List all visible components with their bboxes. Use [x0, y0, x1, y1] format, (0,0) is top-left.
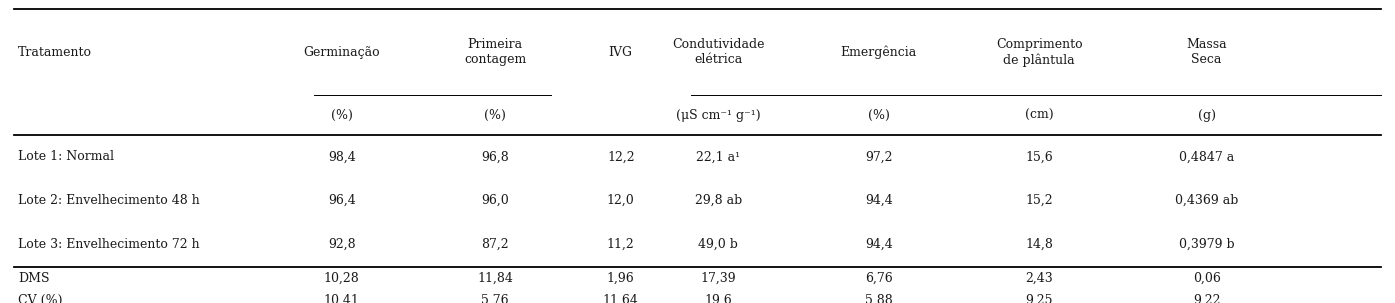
Text: Lote 2: Envelhecimento 48 h: Lote 2: Envelhecimento 48 h: [18, 194, 199, 207]
Text: 0,4369 ab: 0,4369 ab: [1175, 194, 1239, 207]
Text: Tratamento: Tratamento: [18, 46, 92, 59]
Text: 6,76: 6,76: [865, 271, 893, 285]
Text: (g): (g): [1198, 109, 1215, 122]
Text: 15,2: 15,2: [1025, 194, 1053, 207]
Text: 87,2: 87,2: [481, 238, 509, 251]
Text: Lote 3: Envelhecimento 72 h: Lote 3: Envelhecimento 72 h: [18, 238, 199, 251]
Text: 96,8: 96,8: [481, 150, 509, 163]
Text: (%): (%): [331, 109, 353, 122]
Text: 12,0: 12,0: [607, 194, 635, 207]
Text: 5,76: 5,76: [481, 294, 509, 303]
Text: 10,41: 10,41: [324, 294, 360, 303]
Text: (μS cm⁻¹ g⁻¹): (μS cm⁻¹ g⁻¹): [677, 109, 760, 122]
Text: (%): (%): [484, 109, 506, 122]
Text: 94,4: 94,4: [865, 194, 893, 207]
Text: Primeira
contagem: Primeira contagem: [465, 38, 526, 66]
Text: Germinação: Germinação: [304, 46, 379, 59]
Text: 15,6: 15,6: [1025, 150, 1053, 163]
Text: 9,25: 9,25: [1025, 294, 1053, 303]
Text: 0,4847 a: 0,4847 a: [1179, 150, 1235, 163]
Text: 96,0: 96,0: [481, 194, 509, 207]
Text: Massa
Seca: Massa Seca: [1186, 38, 1228, 66]
Text: 92,8: 92,8: [328, 238, 356, 251]
Text: 12,2: 12,2: [607, 150, 635, 163]
Text: 5,88: 5,88: [865, 294, 893, 303]
Text: 49,0 b: 49,0 b: [699, 238, 738, 251]
Text: 1,96: 1,96: [607, 271, 635, 285]
Text: 14,8: 14,8: [1025, 238, 1053, 251]
Text: Condutividade
elétrica: Condutividade elétrica: [672, 38, 764, 66]
Text: 22,1 a¹: 22,1 a¹: [696, 150, 741, 163]
Text: (cm): (cm): [1025, 109, 1053, 122]
Text: CV (%): CV (%): [18, 294, 63, 303]
Text: 2,43: 2,43: [1025, 271, 1053, 285]
Text: 0,06: 0,06: [1193, 271, 1221, 285]
Text: 0,3979 b: 0,3979 b: [1179, 238, 1235, 251]
Text: 96,4: 96,4: [328, 194, 356, 207]
Text: 19,6: 19,6: [704, 294, 732, 303]
Text: 29,8 ab: 29,8 ab: [695, 194, 742, 207]
Text: 94,4: 94,4: [865, 238, 893, 251]
Text: 11,84: 11,84: [477, 271, 513, 285]
Text: DMS: DMS: [18, 271, 50, 285]
Text: 97,2: 97,2: [865, 150, 893, 163]
Text: 98,4: 98,4: [328, 150, 356, 163]
Text: Comprimento
de plântula: Comprimento de plântula: [996, 38, 1083, 67]
Text: Lote 1: Normal: Lote 1: Normal: [18, 150, 114, 163]
Text: 9,22: 9,22: [1193, 294, 1221, 303]
Text: (%): (%): [868, 109, 890, 122]
Text: 10,28: 10,28: [324, 271, 360, 285]
Text: 11,2: 11,2: [607, 238, 635, 251]
Text: 17,39: 17,39: [700, 271, 737, 285]
Text: 11,64: 11,64: [603, 294, 639, 303]
Text: Emergência: Emergência: [841, 45, 917, 59]
Text: IVG: IVG: [608, 46, 633, 59]
